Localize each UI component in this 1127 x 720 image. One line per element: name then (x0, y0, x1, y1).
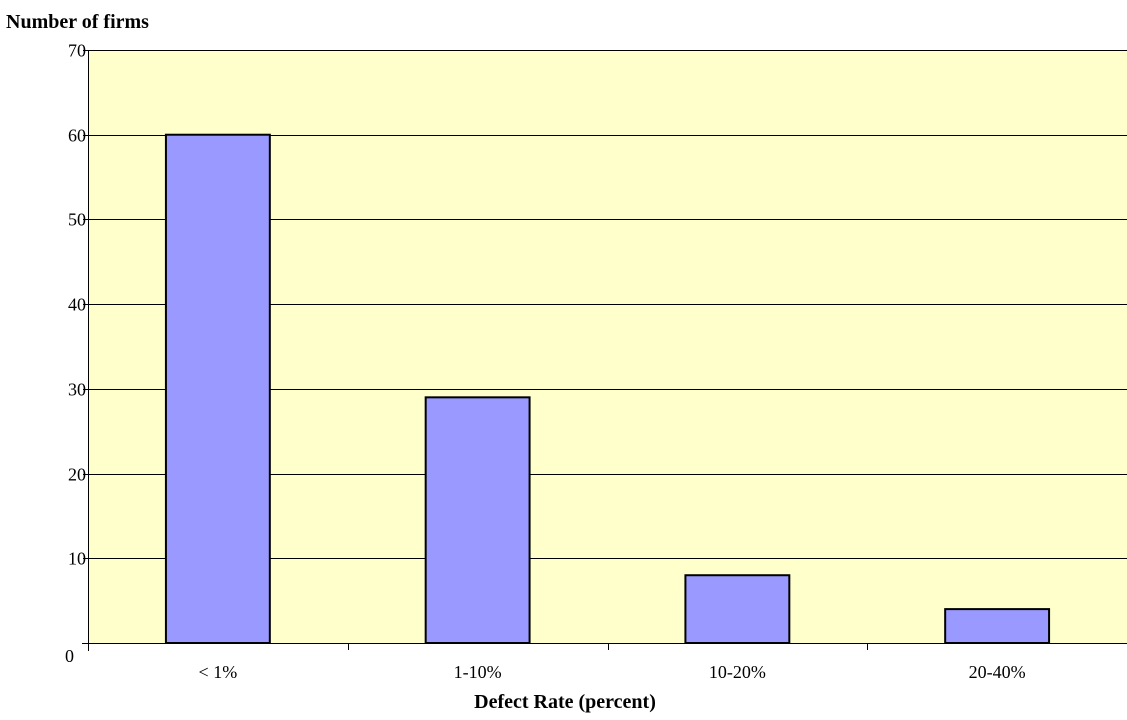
x-tick-label: 10-20% (709, 662, 766, 682)
x-tick-label: < 1% (199, 662, 238, 682)
y-tick-label: 50 (68, 210, 86, 230)
y-tick-label: 0 (65, 646, 74, 666)
x-tick-labels: < 1% 1-10% 10-20% 20-40% (199, 662, 1026, 682)
x-tick-label: 1-10% (454, 662, 502, 682)
y-tick-label: 10 (68, 549, 86, 569)
axes (82, 50, 1127, 651)
x-axis-title: Defect Rate (percent) (474, 691, 656, 713)
y-tick-labels: 0 10 20 30 40 50 60 70 (65, 41, 86, 667)
bar-2 (684, 574, 791, 645)
y-tick-label: 70 (68, 41, 86, 61)
y-tick-label: 40 (68, 295, 86, 315)
y-tick-label: 20 (68, 465, 86, 485)
bar-1 (424, 396, 531, 645)
bar-0 (164, 133, 271, 644)
bar-3 (944, 608, 1051, 644)
x-tick-label: 20-40% (969, 662, 1026, 682)
y-tick-label: 60 (68, 126, 86, 146)
y-tick-label: 30 (68, 380, 86, 400)
y-axis-title: Number of firms (6, 11, 149, 33)
